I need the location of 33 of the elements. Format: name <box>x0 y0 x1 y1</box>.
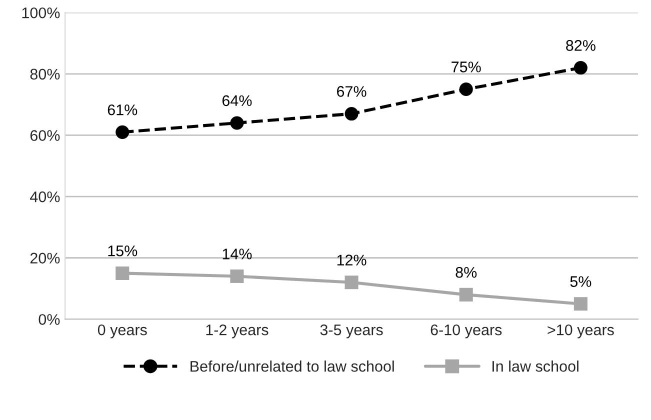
legend-label: Before/unrelated to law school <box>190 360 394 372</box>
x-tick-label: 6-10 years <box>430 324 502 338</box>
point <box>344 276 358 290</box>
point <box>230 270 244 284</box>
point <box>574 297 588 311</box>
x-tick-label: 1-2 years <box>206 324 268 338</box>
point <box>116 266 130 280</box>
y-tick-label: 100% <box>22 7 60 18</box>
x-tick-label: >10 years <box>548 324 614 338</box>
point <box>230 116 244 130</box>
y-tick-label: 0% <box>38 314 60 325</box>
data-label: 15% <box>108 246 138 256</box>
y-tick-label: 40% <box>30 191 60 202</box>
point <box>116 125 130 139</box>
point <box>459 82 473 96</box>
data-label: 12% <box>337 254 366 266</box>
y-tick-label: 20% <box>30 252 60 264</box>
data-label: 64% <box>222 95 252 106</box>
point <box>459 288 473 302</box>
y-tick-label: 80% <box>30 68 60 80</box>
data-label: 75% <box>452 62 481 72</box>
point <box>344 107 358 121</box>
x-tick-label: 0 years <box>98 324 147 338</box>
y-tick-label: 60% <box>30 130 60 141</box>
data-label: 61% <box>108 104 138 116</box>
data-label: 8% <box>456 266 477 278</box>
legend-label: In law school <box>492 360 578 372</box>
data-label: 5% <box>570 276 592 287</box>
point <box>574 61 588 75</box>
x-tick-label: 3-5 years <box>320 324 383 338</box>
data-label: 67% <box>337 86 366 97</box>
data-label: 14% <box>222 248 252 260</box>
data-label: 82% <box>566 40 596 51</box>
